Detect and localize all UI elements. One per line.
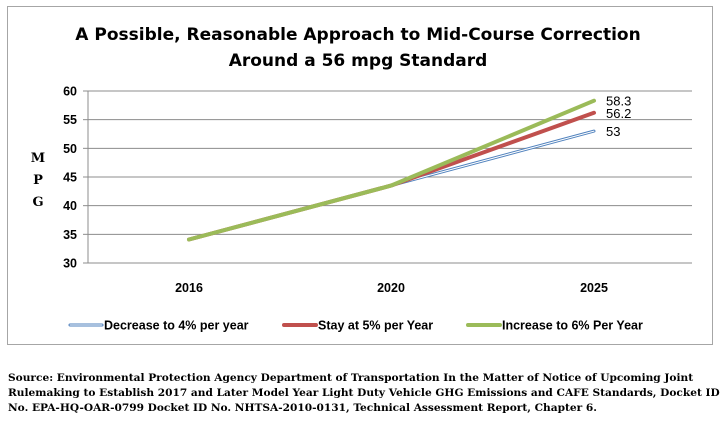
data-label: 58.3 xyxy=(606,94,631,109)
y-tick-label: 60 xyxy=(63,85,77,99)
x-tick-label: 2020 xyxy=(377,281,405,295)
x-tick-label: 2025 xyxy=(580,281,608,295)
y-tick-label: 30 xyxy=(63,257,77,271)
y-tick-label: 40 xyxy=(63,199,77,213)
legend-label: Decrease to 4% per year xyxy=(104,319,249,333)
x-tick-label: 2016 xyxy=(175,281,203,295)
series-line-stay-at-5-per-year xyxy=(187,110,596,242)
legend-label: Increase to 6% Per Year xyxy=(502,319,643,333)
data-label: 56.2 xyxy=(606,106,631,121)
chart-frame xyxy=(7,6,713,345)
y-tick-label: 45 xyxy=(63,171,77,185)
chart-title-line-1: A Possible, Reasonable Approach to Mid-C… xyxy=(75,25,640,45)
y-tick-label: 50 xyxy=(63,142,77,156)
source-note: Source: Environmental Protection Agency … xyxy=(8,372,720,414)
y-tick-label: 35 xyxy=(63,228,77,242)
chart-title-line-2: Around a 56 mpg Standard xyxy=(229,51,488,71)
series-line-increase-to-6-per-year xyxy=(187,98,596,242)
line-chart: A Possible, Reasonable Approach to Mid-C… xyxy=(31,25,692,333)
data-label: 53 xyxy=(606,124,620,139)
y-tick-label: 55 xyxy=(63,113,77,127)
legend-label: Stay at 5% per Year xyxy=(318,319,433,333)
